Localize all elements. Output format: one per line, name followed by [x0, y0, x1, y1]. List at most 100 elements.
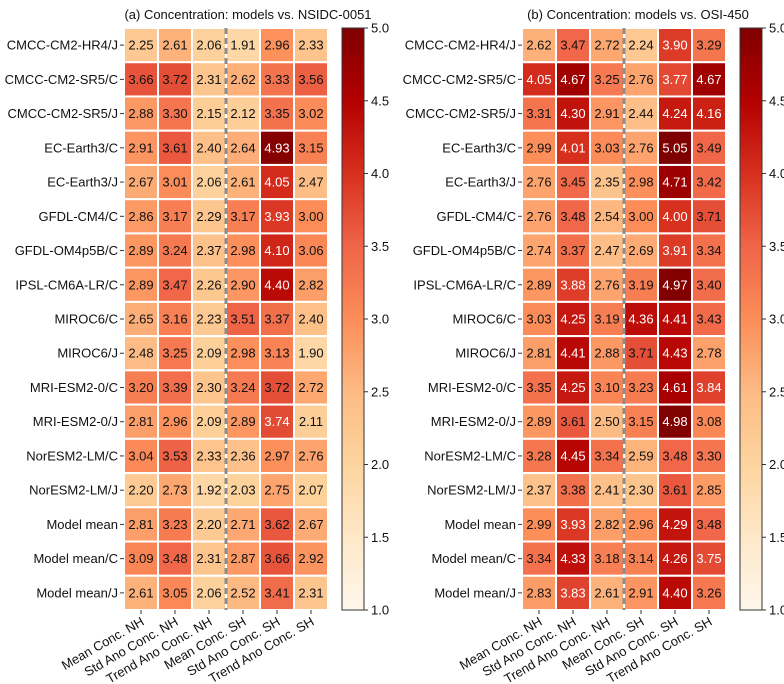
heatmap-cell: [123, 369, 159, 406]
colorbar-tick-label: 3.5: [371, 239, 389, 254]
cell-value-label: 2.15: [196, 106, 221, 121]
heatmap-cell: [555, 506, 591, 543]
row-label: MIROC6/J: [57, 346, 118, 361]
cell-value-label: 4.36: [628, 312, 653, 327]
cell-value-label: 2.88: [128, 106, 153, 121]
cell-value-label: 2.99: [526, 140, 551, 155]
heatmap-cell: [657, 506, 693, 543]
cell-value-label: 3.90: [662, 38, 687, 53]
heatmap-cell: [555, 129, 591, 166]
cell-value-label: 2.31: [298, 585, 323, 600]
cell-value-label: 3.56: [298, 72, 323, 87]
heatmap-cell: [691, 61, 727, 98]
cell-value-label: 3.16: [162, 312, 187, 327]
cell-value-label: 2.74: [526, 243, 551, 258]
cell-value-label: 2.76: [594, 277, 619, 292]
heatmap-cell: [293, 27, 329, 64]
colorbar-tick-label: 2.5: [371, 384, 389, 399]
cell-value-label: 4.40: [264, 277, 289, 292]
heatmap-cell: [691, 540, 727, 577]
row-label: MRI-ESM2-0/C: [428, 380, 516, 395]
cell-value-label: 3.10: [594, 380, 619, 395]
cell-value-label: 3.93: [560, 517, 585, 532]
cell-value-label: 2.76: [526, 209, 551, 224]
cell-value-label: 2.73: [162, 483, 187, 498]
cell-value-label: 3.49: [696, 140, 721, 155]
row-label: IPSL-CM6A-LR/C: [15, 277, 118, 292]
heatmap-cell: [521, 540, 557, 577]
heatmap-cell: [293, 403, 329, 440]
cell-value-label: 2.98: [230, 346, 255, 361]
heatmap-cell: [691, 403, 727, 440]
cell-value-label: 2.24: [628, 38, 653, 53]
row-label: MIROC6/C: [452, 312, 516, 327]
cell-value-label: 3.37: [264, 312, 289, 327]
heatmap-cell: [555, 61, 591, 98]
cell-value-label: 2.96: [162, 414, 187, 429]
row-label: GFDL-CM4/C: [437, 209, 516, 224]
cell-value-label: 3.48: [162, 551, 187, 566]
heatmap-cell: [293, 472, 329, 509]
cell-value-label: 3.37: [560, 243, 585, 258]
cell-value-label: 2.06: [196, 585, 221, 600]
cell-value-label: 2.81: [526, 346, 551, 361]
cell-value-label: 3.47: [560, 38, 585, 53]
row-label: MRI-ESM2-0/C: [30, 380, 118, 395]
cell-value-label: 2.41: [594, 483, 619, 498]
cell-value-label: 3.72: [264, 380, 289, 395]
cell-value-label: 3.05: [162, 585, 187, 600]
cell-value-label: 4.61: [662, 380, 687, 395]
cell-value-label: 3.18: [594, 551, 619, 566]
row-label: NorESM2-LM/J: [427, 483, 516, 498]
cell-value-label: 2.85: [696, 483, 721, 498]
heatmap-cell: [691, 266, 727, 303]
cell-value-label: 2.86: [128, 209, 153, 224]
cell-value-label: 3.84: [696, 380, 721, 395]
cell-value-label: 3.61: [560, 414, 585, 429]
colorbar-tick-label: 3.5: [769, 239, 784, 254]
row-label: NorESM2-LM/C: [26, 448, 118, 463]
chart-title: (b) Concentration: models vs. OSI-450: [527, 7, 749, 22]
row-label: GFDL-CM4/C: [39, 209, 118, 224]
heatmap-cell: [293, 163, 329, 201]
cell-value-label: 3.71: [628, 346, 653, 361]
cell-value-label: 2.33: [298, 38, 323, 53]
cell-value-label: 2.89: [128, 277, 153, 292]
heatmap-cell: [157, 61, 193, 98]
cell-value-label: 3.01: [162, 175, 187, 190]
cell-value-label: 3.15: [298, 140, 323, 155]
cell-value-label: 3.42: [696, 175, 721, 190]
cell-value-label: 4.24: [662, 106, 687, 121]
colorbar-tick-label: 4.5: [371, 93, 389, 108]
row-label: EC-Earth3/C: [442, 140, 516, 155]
cell-value-label: 3.25: [162, 346, 187, 361]
cell-value-label: 3.53: [162, 448, 187, 463]
cell-value-label: 1.90: [298, 346, 323, 361]
chart-title: (a) Concentration: models vs. NSIDC-0051: [124, 7, 371, 22]
cell-value-label: 2.97: [264, 448, 289, 463]
heatmap-cell: [691, 163, 727, 201]
heatmap-cell: [623, 472, 659, 509]
cell-value-label: 2.61: [162, 38, 187, 53]
cell-value-label: 2.83: [526, 585, 551, 600]
cell-value-label: 2.72: [594, 38, 619, 53]
cell-value-label: 3.28: [526, 448, 551, 463]
cell-value-label: 3.04: [128, 448, 153, 463]
cell-value-label: 3.39: [162, 380, 187, 395]
cell-value-label: 3.08: [696, 414, 721, 429]
cell-value-label: 4.67: [560, 72, 585, 87]
cell-value-label: 3.24: [162, 243, 187, 258]
cell-value-label: 4.10: [264, 243, 289, 258]
cell-value-label: 3.93: [264, 209, 289, 224]
row-label: MIROC6/C: [54, 312, 118, 327]
cell-value-label: 3.23: [162, 517, 187, 532]
cell-value-label: 4.98: [662, 414, 687, 429]
cell-value-label: 3.02: [298, 106, 323, 121]
cell-value-label: 2.76: [628, 72, 653, 87]
cell-value-label: 2.20: [196, 517, 221, 532]
cell-value-label: 2.23: [196, 312, 221, 327]
heatmap-cell: [657, 437, 693, 475]
cell-value-label: 3.19: [628, 277, 653, 292]
heatmap-cell: [191, 403, 227, 440]
cell-value-label: 1.91: [230, 38, 255, 53]
